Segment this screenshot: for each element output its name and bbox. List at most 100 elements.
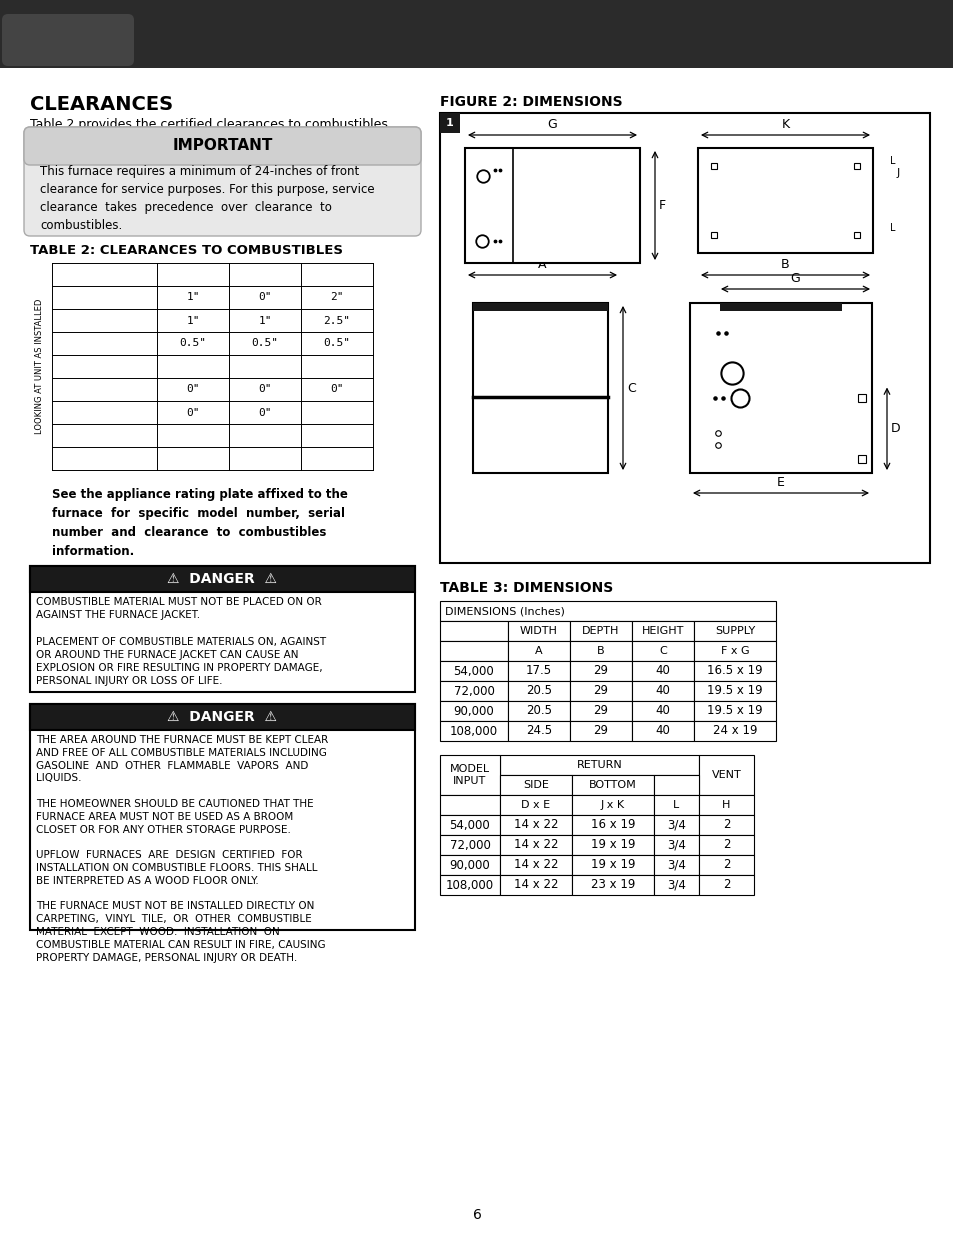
Bar (631, 641, 693, 661)
Text: G: G (547, 119, 557, 131)
Text: 54,000: 54,000 (449, 819, 490, 831)
Bar (30, 566, 415, 692)
Text: 14 x 22: 14 x 22 (514, 839, 558, 851)
Bar (699, 755, 753, 795)
Text: 20.5: 20.5 (525, 704, 552, 718)
Text: 0": 0" (258, 293, 272, 303)
Bar (693, 641, 775, 661)
Text: Table 2 provides the certified clearances to combustibles.: Table 2 provides the certified clearance… (30, 119, 392, 131)
Text: COMBUSTIBLE MATERIAL MUST NOT BE PLACED ON OR
AGAINST THE FURNACE JACKET.

PLACE: COMBUSTIBLE MATERIAL MUST NOT BE PLACED … (36, 597, 326, 687)
Text: This furnace requires a minimum of 24-inches of front
clearance for service purp: This furnace requires a minimum of 24-in… (40, 165, 375, 232)
Bar (693, 701, 775, 721)
FancyBboxPatch shape (24, 127, 420, 165)
Text: F x G: F x G (720, 646, 748, 656)
Bar (439, 815, 499, 835)
Text: 3/4: 3/4 (666, 858, 685, 872)
Text: SIDE: SIDE (522, 781, 548, 790)
Bar (473, 303, 607, 311)
Text: L: L (673, 800, 679, 810)
Bar (853, 163, 859, 169)
Text: 19.5 x 19: 19.5 x 19 (706, 704, 762, 718)
Text: C: C (659, 646, 666, 656)
Bar (693, 680, 775, 701)
Text: 90,000: 90,000 (453, 704, 494, 718)
Bar (631, 701, 693, 721)
Bar (572, 855, 654, 876)
Text: TABLE 2: CLEARANCES TO COMBUSTIBLES: TABLE 2: CLEARANCES TO COMBUSTIBLES (30, 245, 343, 257)
Text: 0": 0" (186, 408, 199, 417)
Bar (30, 704, 415, 930)
Text: 0.5": 0.5" (323, 338, 350, 348)
Text: D x E: D x E (521, 800, 550, 810)
Text: 24.5: 24.5 (525, 725, 552, 737)
FancyBboxPatch shape (24, 127, 420, 236)
Bar (439, 721, 507, 741)
Text: 0": 0" (330, 384, 343, 394)
Bar (499, 776, 572, 795)
Text: 29: 29 (593, 684, 608, 698)
Text: 29: 29 (593, 704, 608, 718)
Text: BOTTOM: BOTTOM (589, 781, 637, 790)
Text: H: H (721, 800, 730, 810)
Bar (693, 721, 775, 741)
Bar (499, 835, 572, 855)
Text: 1": 1" (186, 293, 199, 303)
Bar (689, 303, 871, 473)
Text: 40: 40 (655, 725, 670, 737)
Bar (654, 815, 699, 835)
Bar (439, 112, 929, 563)
Bar (30, 704, 415, 730)
Text: 17.5: 17.5 (525, 664, 552, 678)
Bar (699, 835, 753, 855)
Text: HEIGHT: HEIGHT (641, 626, 683, 636)
Bar (464, 148, 639, 263)
Bar (507, 621, 569, 641)
Text: IMPORTANT: IMPORTANT (172, 138, 273, 153)
Text: 3/4: 3/4 (666, 819, 685, 831)
Bar (853, 232, 859, 238)
Text: 40: 40 (655, 664, 670, 678)
Bar (699, 855, 753, 876)
Bar (693, 621, 775, 641)
Bar (572, 815, 654, 835)
Text: RETURN: RETURN (576, 760, 621, 769)
Bar (439, 601, 775, 621)
Text: TABLE 3: DIMENSIONS: TABLE 3: DIMENSIONS (439, 580, 613, 595)
Bar (572, 835, 654, 855)
Text: 2": 2" (330, 293, 343, 303)
Text: C: C (626, 382, 635, 394)
Bar (654, 835, 699, 855)
Bar (507, 661, 569, 680)
Text: 1": 1" (186, 315, 199, 326)
Text: SUPPLY: SUPPLY (714, 626, 755, 636)
Text: 23 x 19: 23 x 19 (590, 878, 635, 892)
Text: 16.5 x 19: 16.5 x 19 (706, 664, 762, 678)
Text: DIMENSIONS (Inches): DIMENSIONS (Inches) (444, 606, 564, 616)
Bar (439, 680, 507, 701)
Text: 108,000: 108,000 (445, 878, 494, 892)
Bar (693, 661, 775, 680)
Text: 0": 0" (258, 408, 272, 417)
Bar (439, 701, 507, 721)
Bar (631, 680, 693, 701)
Bar (499, 795, 572, 815)
Text: VENT: VENT (711, 769, 740, 781)
Bar (499, 755, 699, 776)
Text: 2: 2 (722, 819, 729, 831)
Text: B: B (597, 646, 604, 656)
Text: CLEARANCES: CLEARANCES (30, 95, 172, 114)
Bar (572, 776, 654, 795)
Text: 72,000: 72,000 (453, 684, 494, 698)
Bar (439, 641, 507, 661)
Text: E: E (777, 475, 784, 489)
Bar (507, 701, 569, 721)
Text: 16 x 19: 16 x 19 (590, 819, 635, 831)
Bar (439, 755, 499, 795)
Text: 29: 29 (593, 725, 608, 737)
Text: 14 x 22: 14 x 22 (514, 878, 558, 892)
Text: G: G (790, 272, 800, 285)
Text: 72,000: 72,000 (449, 839, 490, 851)
Bar (654, 795, 699, 815)
Bar (507, 641, 569, 661)
Text: 20.5: 20.5 (525, 684, 552, 698)
